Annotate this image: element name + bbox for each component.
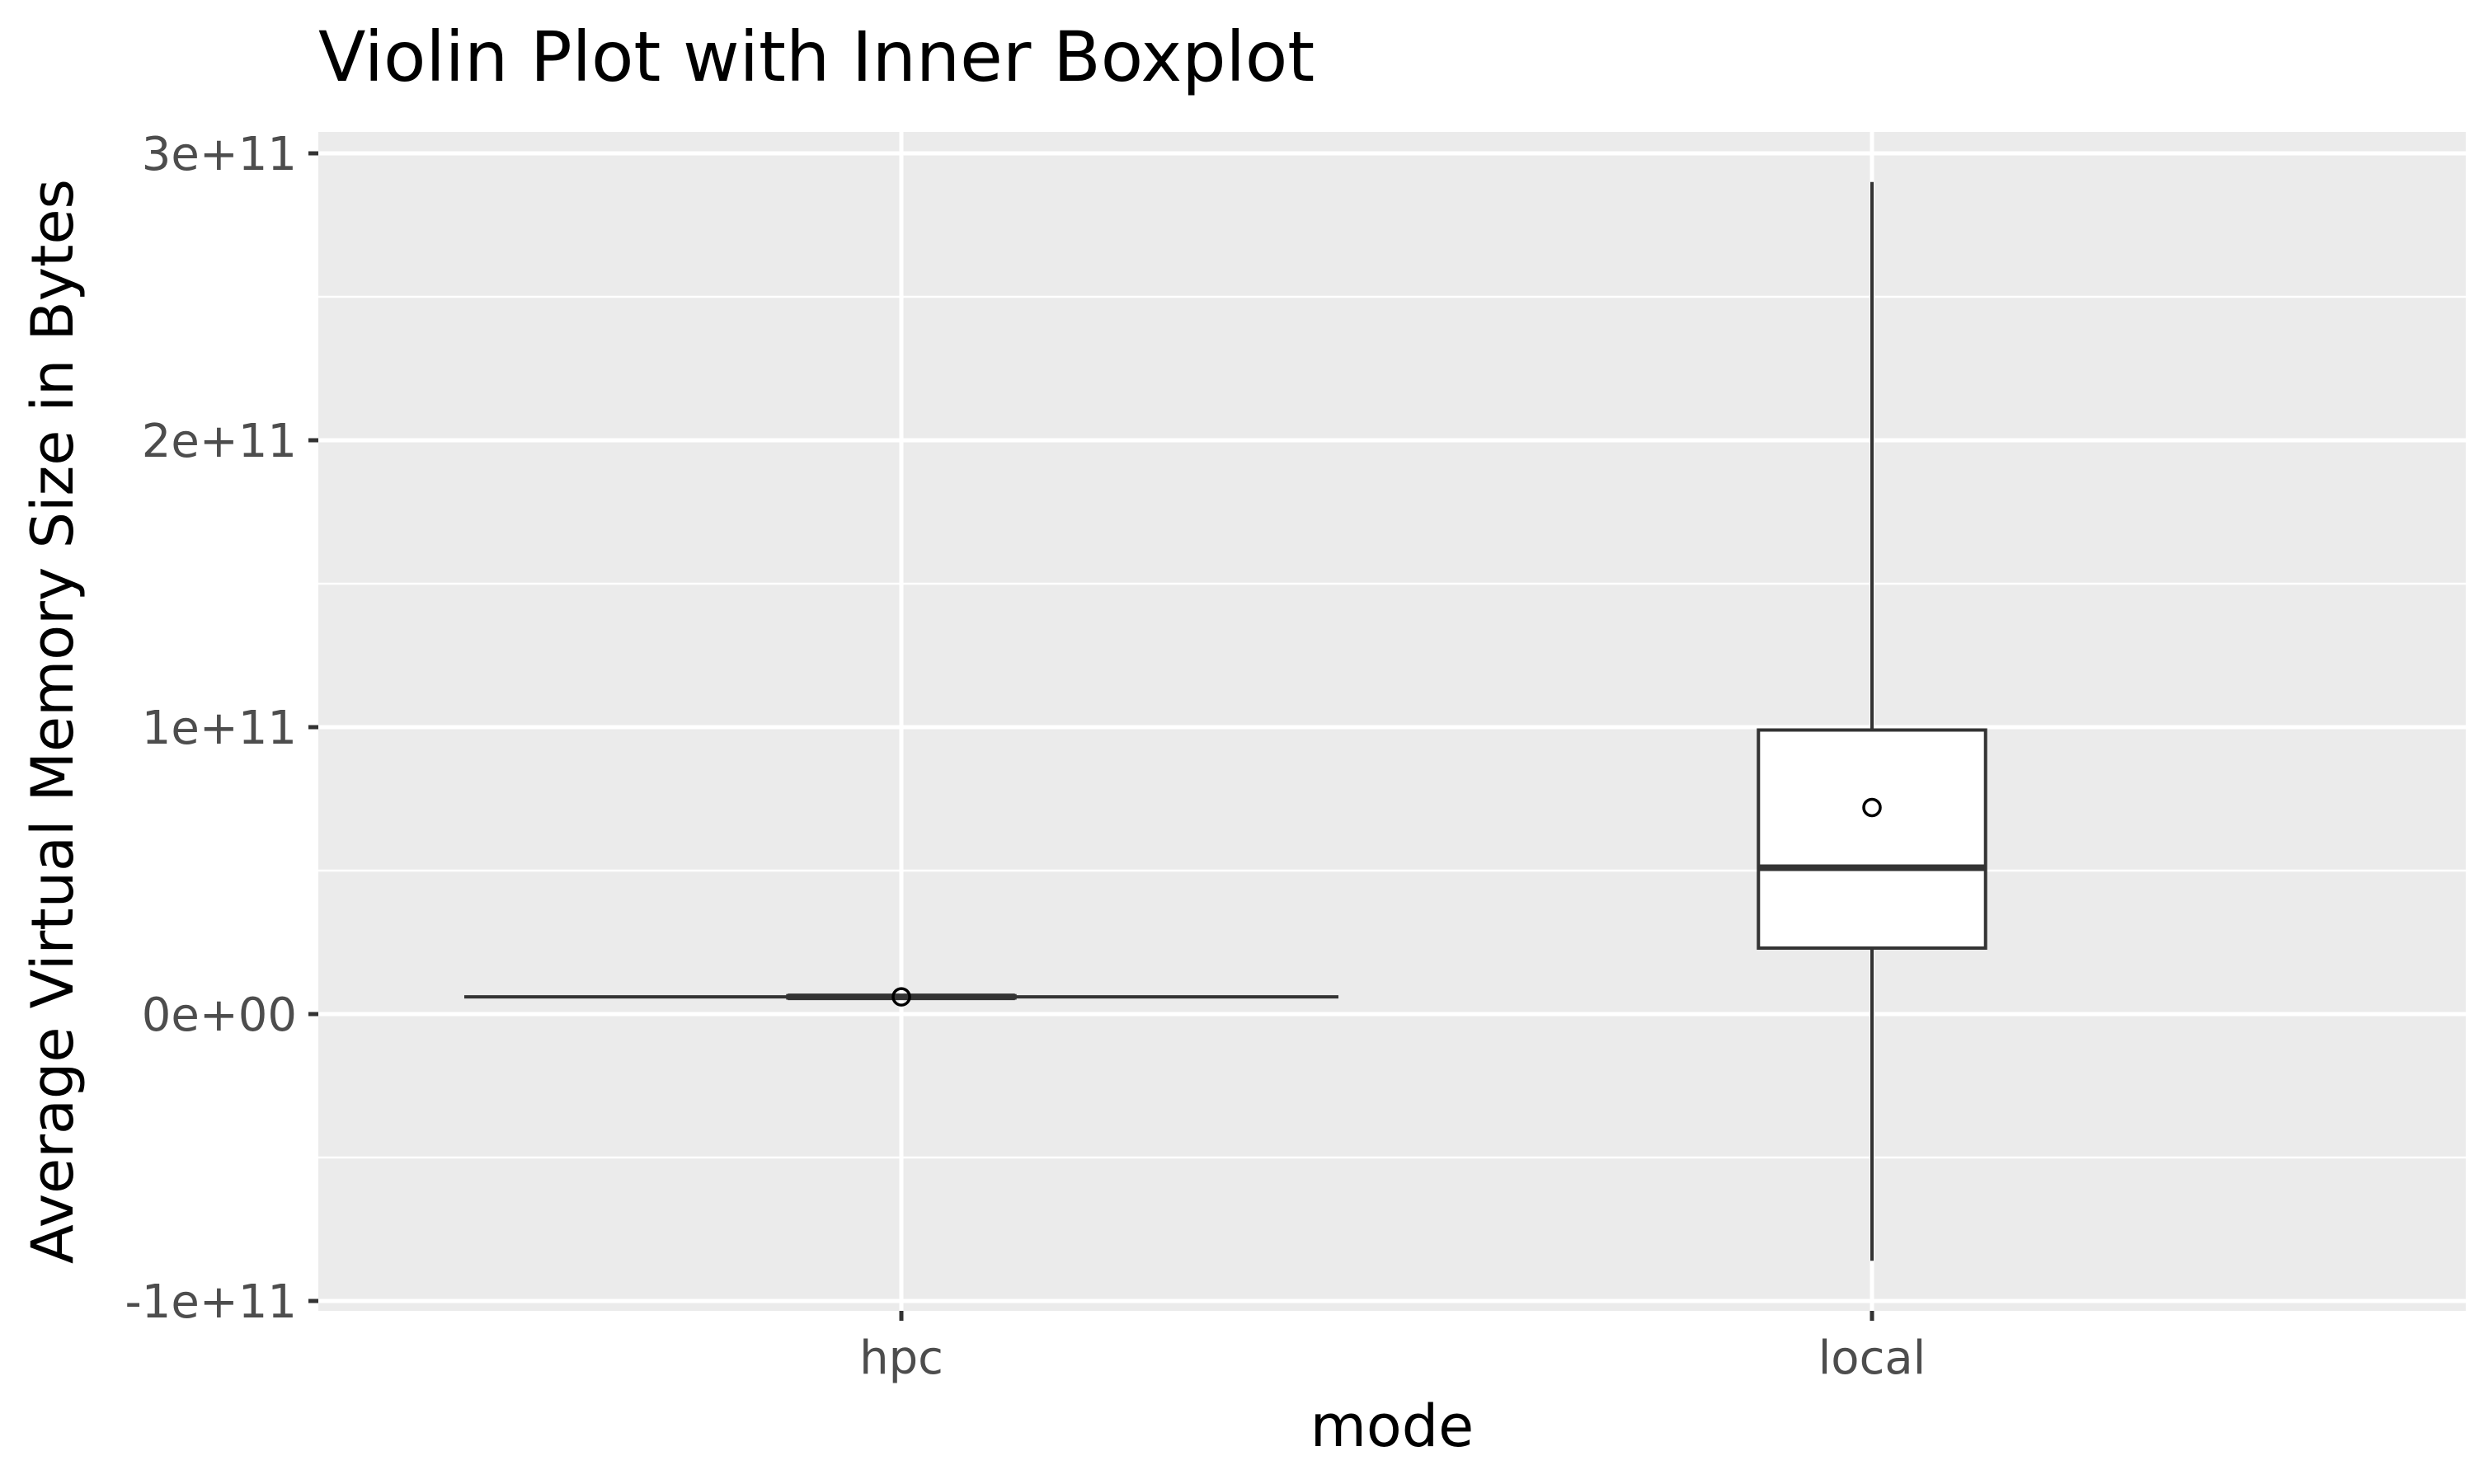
- plot-panel: [318, 132, 2466, 1311]
- y-tick-label: -1e+11: [125, 1275, 297, 1329]
- x-tick-label: hpc: [859, 1331, 943, 1385]
- x-tick-label: local: [1818, 1331, 1926, 1385]
- mean-point: [1862, 797, 1882, 818]
- mean-point: [891, 987, 911, 1007]
- axes: -1e+11 0e+00 1e+11 2e+11 3e+11 hpc local: [125, 128, 1926, 1385]
- y-axis-title: Average Virtual Memory Size in Bytes: [19, 179, 87, 1264]
- series-hpc: [464, 987, 1338, 1007]
- box-iqr: [1757, 728, 1987, 950]
- chart-title: Violin Plot with Inner Boxplot: [318, 16, 1315, 97]
- y-tick-label: 1e+11: [142, 702, 297, 755]
- x-axis-title: mode: [1310, 1392, 1475, 1460]
- data-marks: [464, 181, 1987, 1261]
- y-tick-label: 3e+11: [142, 128, 297, 181]
- y-tick-label: 0e+00: [142, 989, 297, 1042]
- y-tick-label: 2e+11: [142, 415, 297, 468]
- series-local: [1757, 181, 1987, 1261]
